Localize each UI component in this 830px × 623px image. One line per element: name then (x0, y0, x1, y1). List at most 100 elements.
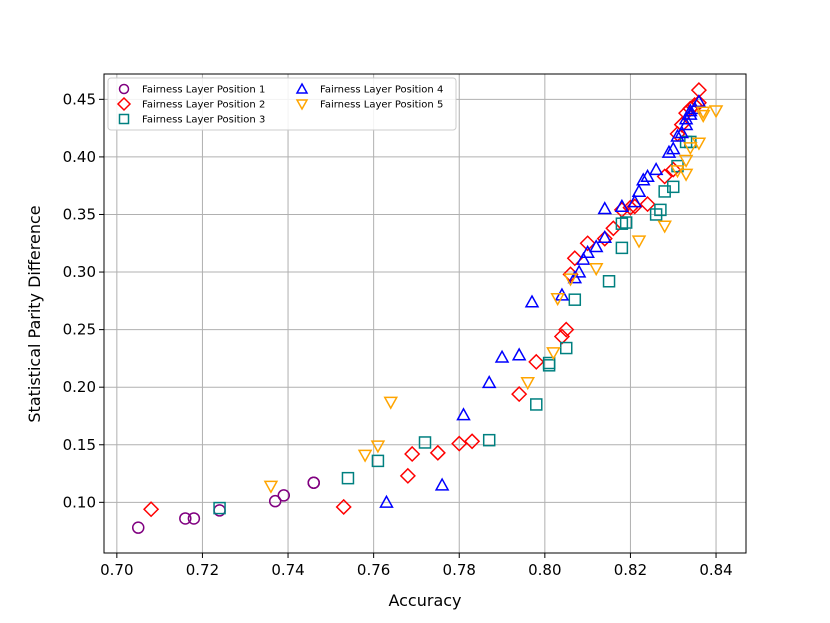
data-point-s3 (418, 436, 432, 449)
legend-label: Fairness Layer Position 4 (320, 85, 443, 96)
data-point-s4 (597, 229, 613, 244)
legend: Fairness Layer Position 1 Fairness Layer … (107, 77, 457, 131)
data-point-s3 (666, 180, 680, 194)
data-point-s2 (579, 235, 596, 252)
data-point-s2 (639, 196, 656, 213)
data-point-s3 (602, 275, 616, 288)
x-tick-label: 0.76 (357, 561, 390, 579)
x-axis-label: Accuracy (388, 591, 461, 610)
y-tick-label: 0.25 (63, 321, 96, 339)
legend-marker-s1 (118, 83, 130, 95)
y-tick-label: 0.20 (63, 378, 96, 396)
data-point-s2 (622, 199, 639, 216)
data-point-s4 (597, 201, 613, 215)
data-point-s3 (482, 433, 496, 447)
legend-marker-s2 (116, 96, 132, 112)
data-point-s5 (550, 292, 565, 307)
data-point-s3 (341, 471, 355, 485)
plot-frame (103, 73, 747, 554)
x-tick-label: 0.74 (271, 561, 304, 579)
data-point-s3 (654, 203, 667, 217)
data-point-s5 (383, 396, 399, 410)
data-point-s2 (511, 386, 528, 403)
legend-marker-s5 (295, 99, 309, 111)
data-point-s5 (683, 142, 698, 156)
data-point-s4 (670, 128, 685, 142)
data-point-s5 (546, 347, 561, 361)
data-point-s4 (640, 168, 655, 183)
data-point-s5 (678, 168, 694, 182)
legend-marker-s3 (118, 113, 130, 125)
data-point-s2 (566, 250, 583, 267)
data-point-s2 (558, 321, 575, 338)
data-point-s3 (619, 216, 633, 229)
data-point-s4 (379, 494, 394, 508)
data-point-s5 (588, 263, 604, 277)
legend-box (107, 77, 457, 131)
x-tick-label: 0.84 (699, 561, 732, 579)
data-point-s4 (648, 162, 664, 176)
y-tick-label: 0.40 (63, 148, 96, 166)
y-axis-label: Statistical Parity Difference (25, 205, 44, 422)
data-point-s4 (636, 172, 651, 186)
data-point-s5 (657, 220, 672, 234)
data-point-s4 (494, 349, 510, 363)
data-point-s3 (684, 135, 697, 149)
data-point-s4 (627, 194, 642, 208)
data-point-s4 (665, 141, 681, 155)
data-point-s3 (213, 501, 226, 515)
data-point-s3 (530, 398, 543, 411)
data-point-s4 (661, 144, 677, 158)
data-point-s1 (307, 476, 320, 490)
data-point-s2 (464, 433, 481, 450)
legend-label: Fairness Layer Position 2 (142, 100, 265, 111)
data-point-s1 (187, 512, 201, 525)
y-tick-label: 0.10 (63, 493, 96, 511)
data-point-s4 (456, 407, 471, 421)
data-point-s4 (678, 111, 694, 125)
data-point-s1 (179, 512, 192, 525)
data-point-s3 (559, 341, 573, 355)
data-point-s4 (614, 198, 630, 212)
y-tick-label: 0.35 (63, 205, 96, 223)
grid-lines (104, 74, 746, 553)
data-point-s4 (631, 183, 647, 197)
x-axis-ticks: 0.70 0.72 0.74 0.76 0.78 0.80 0.82 0.84 (100, 553, 733, 579)
data-point-s2 (596, 230, 613, 247)
legend-marker-s4 (295, 82, 309, 94)
legend-label: Fairness Layer Position 5 (320, 100, 443, 111)
data-point-s2 (673, 116, 690, 133)
data-point-s5 (631, 235, 647, 249)
data-point-s2 (429, 444, 446, 461)
data-point-s2 (528, 353, 545, 370)
legend-label: Fairness Layer Position 3 (142, 115, 265, 126)
data-point-s4 (524, 294, 540, 308)
data-point-s5 (695, 106, 711, 120)
data-point-s2 (404, 445, 421, 463)
data-point-s5 (370, 440, 386, 454)
data-point-s3 (371, 454, 385, 468)
y-axis-ticks: 0.10 0.15 0.20 0.25 0.30 0.35 0.40 0.45 (63, 90, 104, 511)
data-point-s5 (520, 377, 535, 391)
y-tick-label: 0.15 (63, 436, 96, 454)
data-point-s5 (263, 480, 279, 494)
data-point-s3 (649, 208, 663, 221)
data-point-s1 (131, 521, 145, 534)
data-point-s5 (563, 273, 578, 287)
data-point-s3 (615, 241, 629, 255)
data-point-s5 (695, 109, 711, 123)
data-point-s4 (511, 347, 527, 361)
data-points (131, 82, 724, 534)
legend-label: Fairness Layer Position 1 (142, 85, 265, 96)
data-point-s2 (553, 328, 571, 345)
data-point-s4 (691, 94, 707, 108)
data-point-s3 (615, 217, 629, 230)
x-tick-label: 0.70 (100, 561, 133, 579)
data-point-s5 (708, 105, 724, 119)
x-tick-label: 0.82 (614, 561, 647, 579)
x-tick-label: 0.78 (443, 561, 476, 579)
x-tick-label: 0.72 (186, 561, 219, 579)
data-point-s5 (357, 449, 373, 463)
data-point-s4 (588, 239, 604, 253)
